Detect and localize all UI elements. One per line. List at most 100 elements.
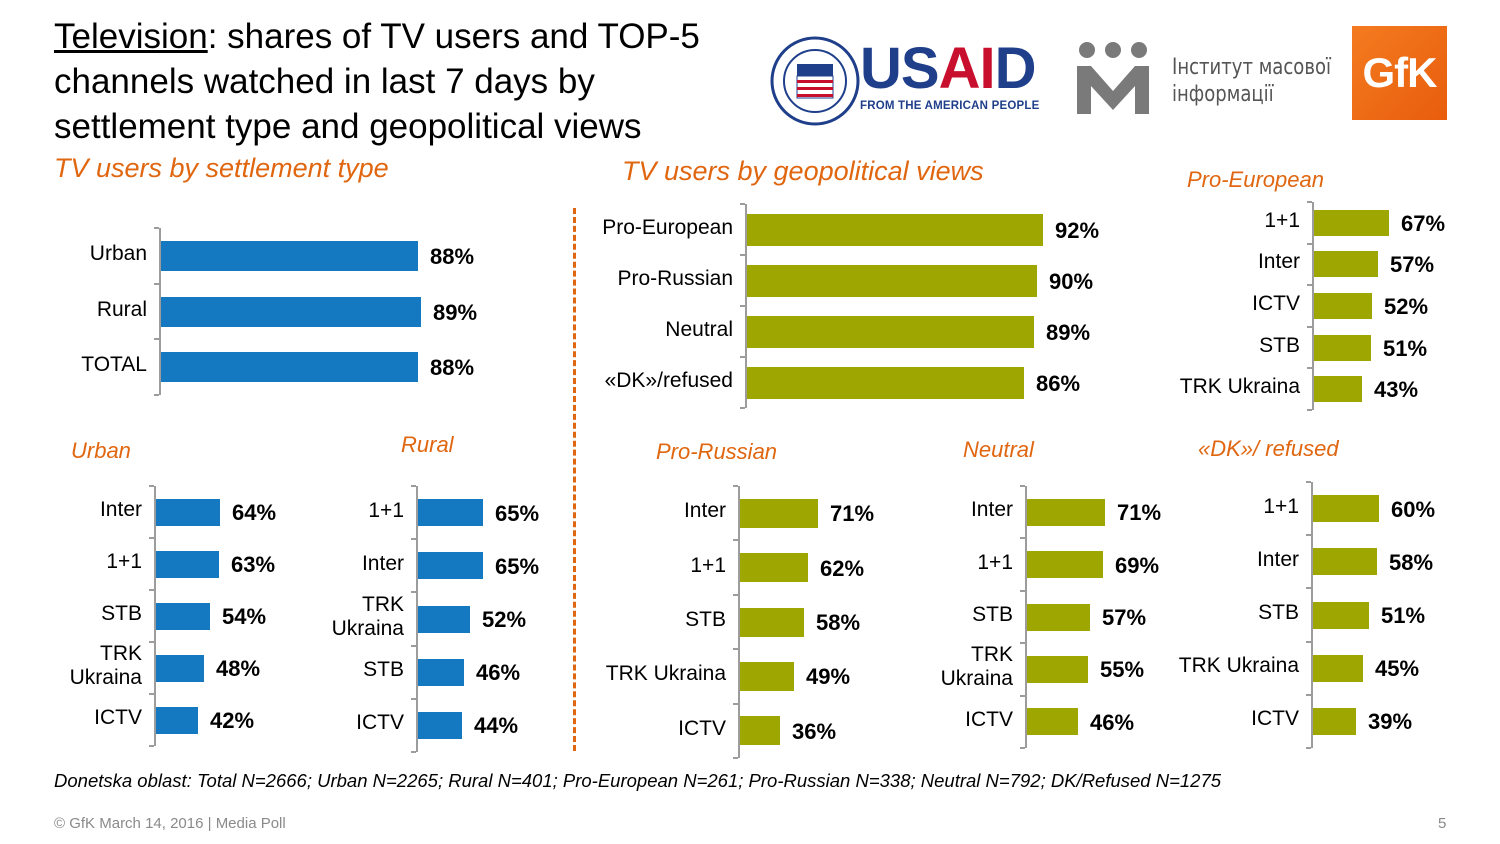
geo-bar [747,265,1037,297]
rural-axis-tick [411,698,416,700]
proeu-bar [1314,251,1378,277]
urban-axis-tick [149,693,154,695]
urban-category-label: ICTV [94,706,142,729]
rural-category-label: Inter [361,552,404,575]
settlement-axis-tick [154,394,159,396]
urban-bar [156,603,210,630]
prorussian-bar [740,553,808,582]
geo-axis-tick [740,356,745,358]
footer-copyright: © GfK March 14, 2016 | Media Poll [54,815,286,832]
rural-axis-tick [411,751,416,753]
proeu-axis-tick [1307,409,1312,411]
proeu-value-label: 67% [1401,211,1446,236]
settlement-value-label: 89% [433,300,478,325]
gfk-logo: GfK [1352,26,1447,120]
rural-chart-title: Rural [401,432,454,457]
settlement-bar [161,352,418,382]
dk-axis-tick [1306,534,1311,536]
prorussian-chart-title: Pro-Russian [656,439,778,464]
dk-axis-tick [1306,587,1311,589]
neutral-bar [1027,708,1078,735]
proeu-category-label: ICTV [1252,292,1300,315]
proeu-axis-tick [1307,367,1312,369]
rural-bar [418,552,483,579]
dk-chart-title: «DK»/ refused [1198,436,1339,461]
imi-line2: інформації [1172,82,1274,107]
rural-axis-tick [411,645,416,647]
settlement-category-label: Urban [89,242,147,265]
geo-category-label: «DK»/refused [604,369,733,392]
neutral-axis-tick [1020,590,1025,592]
geo-axis [745,204,747,408]
settlement-bar [161,297,421,327]
neutral-axis-tick [1020,642,1025,644]
proeu-category-label: 1+1 [1264,209,1300,232]
usaid-ai: AI [938,36,996,101]
prorussian-value-label: 58% [816,610,861,635]
urban-bar [156,499,220,526]
urban-value-label: 48% [216,656,261,681]
proeu-axis-tick [1307,201,1312,203]
neutral-value-label: 46% [1090,710,1135,735]
dk-axis [1311,482,1313,748]
rural-category-label: STB [363,658,404,681]
prorussian-category-label: TRK Ukraina [605,662,726,685]
urban-value-label: 42% [210,708,255,733]
urban-value-label: 63% [231,552,276,577]
dk-value-label: 58% [1389,550,1434,575]
proeu-axis [1312,202,1314,410]
logos-strip: USAID FROM THE AMERICAN PEOPLE Інститут … [770,26,1450,126]
geo-category-label: Pro-Russian [617,267,733,290]
prorussian-value-label: 62% [820,556,865,581]
proeu-bar [1314,210,1389,236]
settlement-axis-tick [154,227,159,229]
geo-axis-tick [740,254,745,256]
prorussian-category-label: 1+1 [690,554,726,577]
urban-bar [156,655,204,682]
geo-bar [747,214,1043,246]
urban-category-label: Inter [99,498,142,521]
urban-bar [156,551,219,578]
dk-bar [1313,548,1377,575]
dk-value-label: 60% [1391,497,1436,522]
urban-axis-tick [149,641,154,643]
usaid-d: D [994,36,1037,101]
dk-value-label: 39% [1368,709,1413,734]
urban-value-label: 54% [222,604,267,629]
proeu-bar [1314,293,1372,319]
neutral-axis-tick [1020,537,1025,539]
prorussian-category-label: STB [685,608,726,631]
title-underlined: Television [54,17,208,56]
imi-logo-icon [1077,42,1149,114]
rural-category-label: 1+1 [368,499,404,522]
prorussian-value-label: 71% [830,501,875,526]
prorussian-bar [740,499,818,528]
neutral-category-label: ICTV [965,708,1013,731]
slide-title: Television: shares of TV users and TOP-5… [54,14,764,149]
prorussian-axis [738,486,740,758]
prorussian-axis-tick [733,703,738,705]
rural-bar [418,659,464,686]
geo-value-label: 90% [1049,269,1094,294]
geo-bar [747,316,1034,348]
geo-value-label: 89% [1046,320,1091,345]
neutral-chart-title: Neutral [963,437,1034,462]
prorussian-bar [740,716,780,745]
geo-category-label: Pro-European [602,216,733,239]
prorussian-value-label: 36% [792,719,837,744]
rural-axis [416,486,418,752]
imi-line1: Інститут масової [1172,55,1332,80]
proeu-category-label: TRK Ukraina [1179,375,1300,398]
rural-bar [418,712,462,739]
settlement-value-label: 88% [430,244,475,269]
geo-category-label: Neutral [665,318,733,341]
proeu-chart-title: Pro-European [1187,167,1324,192]
prorussian-bar [740,608,804,637]
sample-note: Donetska oblast: Total N=2666; Urban N=2… [54,770,1222,791]
dk-value-label: 45% [1375,656,1420,681]
settlement-chart-title: TV users by settlement type [54,153,389,183]
rural-bar [418,499,483,526]
urban-category-label: STB [101,602,142,625]
neutral-axis-tick [1020,485,1025,487]
dk-axis-tick [1306,747,1311,749]
